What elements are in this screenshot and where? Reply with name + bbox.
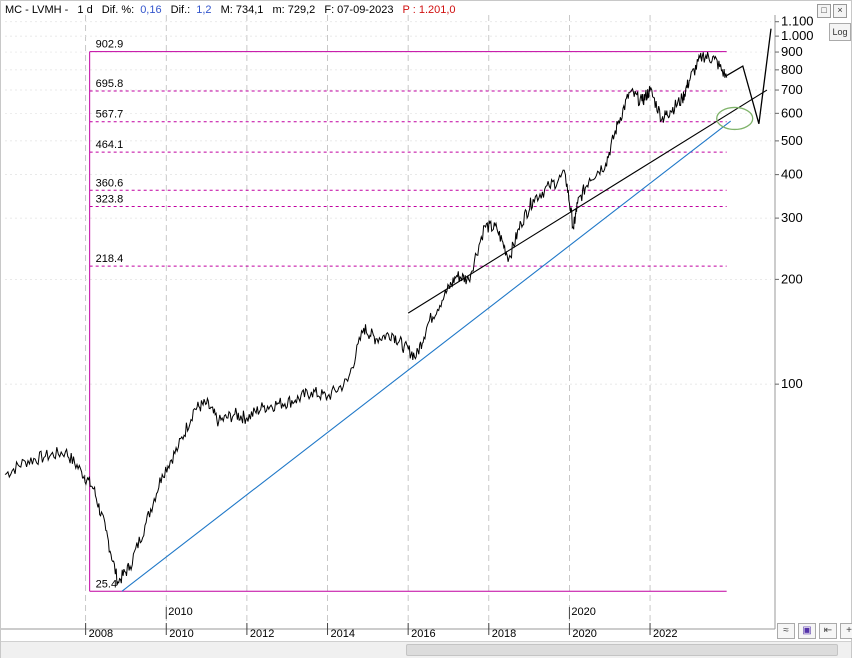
min-value: m: 729,2 [272,4,316,16]
y-tick-label: 300 [781,210,803,225]
y-tick-label: 400 [781,167,803,182]
y-tick-label: 200 [781,271,803,286]
y-tick-label: 500 [781,133,803,148]
x-tick-label: 2016 [411,628,435,640]
log-scale-toggle[interactable]: Log [829,23,851,41]
close-button[interactable]: × [833,4,847,18]
projection-line [726,28,772,124]
y-tick-label: 600 [781,105,803,120]
fib-level-label: 25.4 [96,578,117,590]
x-tick-label: 2010 [169,628,193,640]
y-tick-label: 800 [781,62,803,77]
dif-pct-label: Dif. %: [101,4,135,16]
x-tick-label: 2014 [331,628,355,640]
x-upper-tick-label: 2010 [168,606,192,618]
add-icon[interactable]: + [840,623,852,639]
max-value: M: 734,1 [220,4,264,16]
x-tick-label: 2022 [653,628,677,640]
chart-header: MC - LVMH - 1 d Dif. %: 0,16 Dif.: 1,2 M: … [5,4,462,16]
fib-level-label: 323.8 [96,194,124,206]
scrollbar-thumb[interactable] [406,644,838,656]
fib-level-label: 360.6 [96,177,124,189]
date-value: F: 07-09-2023 [324,4,394,16]
x-tick-label: 2020 [572,628,596,640]
fib-level-label: 464.1 [96,139,124,151]
save-icon[interactable]: ▣ [798,623,816,639]
interval-label[interactable]: 1 d [77,4,93,16]
window-controls: □ × [817,4,847,18]
fib-level-label: 567.7 [96,109,124,121]
dif-label: Dif.: [170,4,191,16]
dock-icon[interactable]: ⇤ [819,623,837,639]
dif-pct-value: 0,16 [140,4,162,16]
restore-button[interactable]: □ [817,4,831,18]
symbol-label: MC - LVMH - [5,4,69,16]
y-tick-label: 1.000 [781,28,814,43]
price-series-line [4,51,728,586]
trend-line [121,120,732,592]
x-upper-tick-label: 2020 [571,606,595,618]
y-tick-label: 1.100 [781,14,814,29]
fib-level-label: 902.9 [96,39,124,51]
highlight-ellipse [716,106,754,131]
bottom-toolbar: ≈ ▣ ⇤ + [777,623,852,639]
x-tick-label: 2008 [89,628,113,640]
y-tick-label: 900 [781,44,803,59]
fib-level-label: 218.4 [96,253,124,265]
y-tick-label: 700 [781,82,803,97]
y-tick-label: 100 [781,376,803,391]
wave-icon[interactable]: ≈ [777,623,795,639]
fib-level-label: 695.8 [96,78,124,90]
price-value: P : 1.201,0 [402,4,456,16]
dif-value: 1,2 [196,4,212,16]
x-tick-label: 2018 [492,628,516,640]
x-tick-label: 2012 [250,628,274,640]
